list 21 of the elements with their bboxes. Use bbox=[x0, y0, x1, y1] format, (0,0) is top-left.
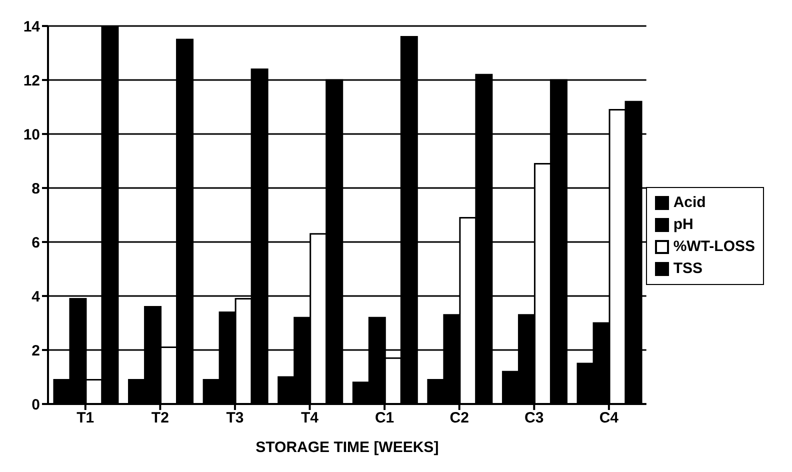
legend-label: Acid bbox=[673, 193, 706, 213]
y-tick-label: 4 bbox=[32, 288, 41, 306]
x-tick-label: T2 bbox=[151, 410, 169, 427]
y-tick-label: 10 bbox=[23, 126, 40, 144]
x-tick-label: T3 bbox=[226, 410, 244, 427]
x-tick-label: T4 bbox=[301, 410, 320, 427]
legend-label: %WT-LOSS bbox=[673, 237, 755, 257]
y-tick-label: 14 bbox=[23, 18, 41, 36]
x-axis-title: STORAGE TIME [WEEKS] bbox=[256, 439, 439, 456]
legend-label: pH bbox=[673, 215, 694, 235]
y-tick-label: 6 bbox=[32, 234, 40, 252]
x-tick-label: C4 bbox=[599, 410, 620, 427]
y-tick-label: 2 bbox=[32, 342, 40, 360]
x-tick-label: C2 bbox=[450, 410, 469, 427]
y-tick-label: 8 bbox=[32, 180, 40, 198]
x-tick-label: C1 bbox=[374, 410, 394, 427]
y-tick-label: 12 bbox=[23, 72, 40, 90]
y-tick-label: 0 bbox=[32, 396, 40, 414]
x-tick-label: C3 bbox=[524, 410, 544, 427]
x-tick-label: T1 bbox=[76, 410, 94, 427]
legend-label: TSS bbox=[673, 259, 703, 279]
